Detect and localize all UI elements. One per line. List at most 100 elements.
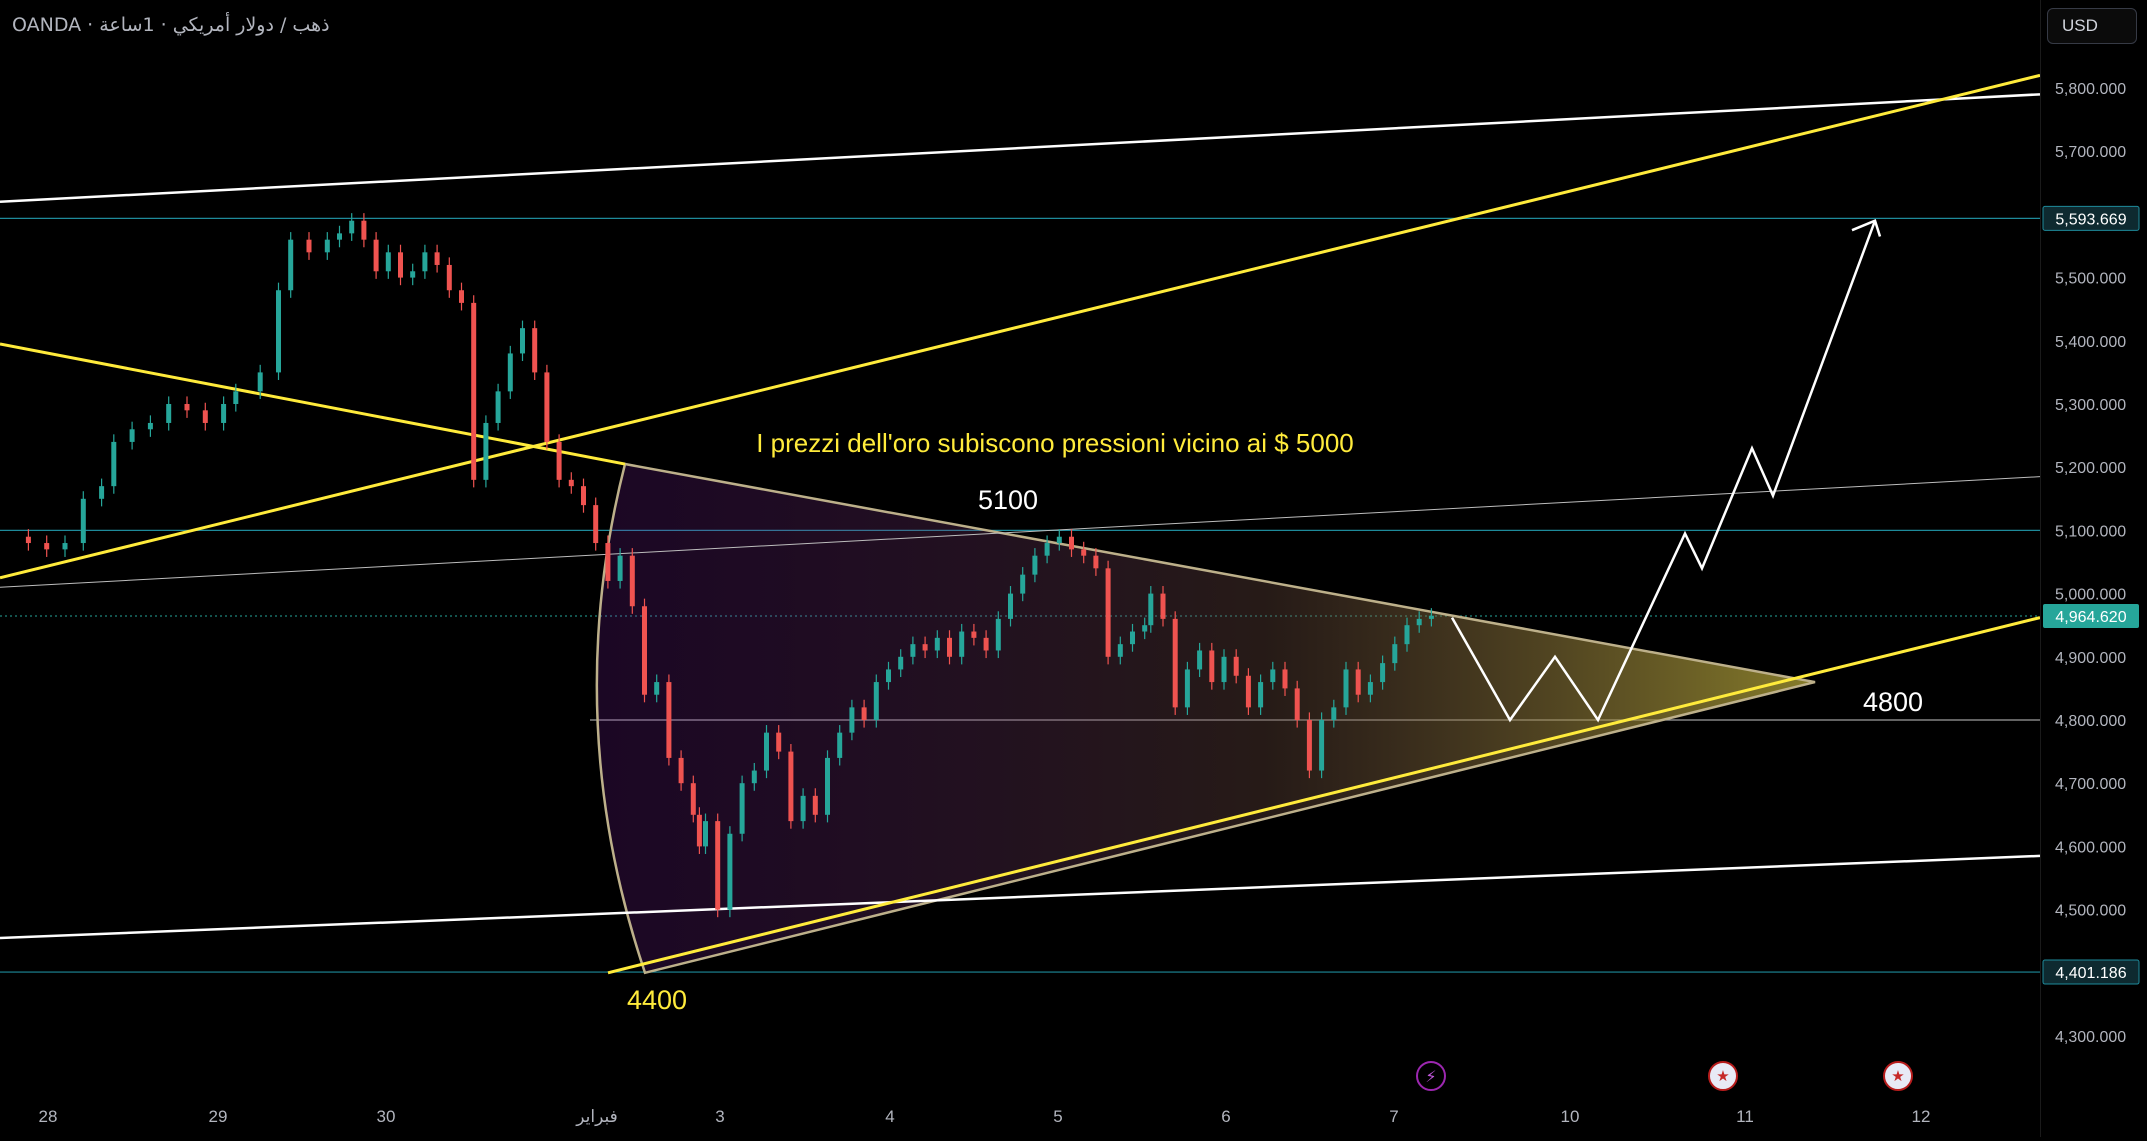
candle-body [471,302,477,480]
candle-body [849,707,855,733]
candle-body [910,644,916,657]
x-tick-label: 11 [1736,1107,1754,1126]
us-flag-event-icon[interactable]: ★ [1883,1061,1913,1091]
candle-body [1428,615,1434,619]
candle-body [703,821,708,847]
y-tick-label: 5,700.000 [2055,144,2126,161]
candle-body [800,795,806,822]
candle-body [276,290,281,373]
price-tag-label: 4,964.620 [2055,609,2126,626]
y-tick-label: 5,200.000 [2055,460,2126,477]
candle-body [1380,663,1386,683]
candle-body [324,239,330,253]
candle-body [788,751,794,822]
candle-body [1069,536,1074,550]
candle-body [1130,631,1135,645]
candle-body [1172,618,1178,708]
candle-body [349,220,355,234]
candle-body [483,422,489,480]
channel-line-upper [0,93,2041,204]
candle-body [959,631,965,657]
candle-body [166,404,172,423]
candle-body [62,543,68,550]
candle-body [361,220,367,240]
price-tag-label: 4,401.186 [2055,965,2126,982]
candle-body [678,757,684,784]
candle-body [1355,669,1361,695]
yellow-trend-line [0,73,2041,580]
candle-body [422,252,428,272]
candle-body [257,372,263,392]
level-annotation: 4800 [1863,687,1923,717]
x-tick-label: 5 [1053,1107,1062,1126]
candle-body [385,252,391,272]
candle-body [837,732,843,758]
candle-body [1184,669,1190,708]
currency-button[interactable]: USD [2047,8,2137,44]
candle-body [642,606,647,695]
x-tick-label: 29 [209,1107,228,1126]
candle-body [764,732,769,771]
y-tick-label: 4,500.000 [2055,903,2126,920]
bolt-event-icon[interactable]: ⚡ [1416,1061,1446,1091]
candle-body [1044,543,1050,556]
yellow-trend-line [0,342,626,466]
candle-body [983,637,989,651]
y-tick-label: 5,800.000 [2055,81,2126,98]
candle-body [1282,669,1288,689]
y-tick-label: 5,300.000 [2055,397,2126,414]
candle-body [1020,574,1026,594]
x-tick-label: 7 [1389,1107,1398,1126]
x-tick-label: 30 [377,1107,396,1126]
candle-body [581,486,586,506]
candle-body [690,783,696,815]
candle-body [1148,593,1154,626]
candle-body [751,770,757,784]
candle-body [1331,707,1337,720]
x-tick-label: 3 [715,1107,724,1126]
candle-body [459,290,464,303]
y-tick-label: 4,700.000 [2055,776,2126,793]
candle-body [1367,682,1373,695]
candle-body [947,637,952,657]
candle-body [1270,669,1276,683]
candle-body [995,618,1001,651]
candle-body [1233,656,1239,676]
candle-body [1197,650,1203,670]
candle-body [556,441,562,480]
candle-body [337,233,342,240]
candle-body [739,783,745,834]
candle-body [221,404,227,423]
candle-body [1117,644,1123,657]
candle-body [696,814,702,847]
candle-body [1032,555,1038,575]
candle-body [861,707,867,720]
level-annotation: 5100 [978,485,1038,515]
candle-body [898,656,904,670]
candle-body [654,682,660,695]
x-tick-label: 6 [1221,1107,1230,1126]
candle-body [825,757,830,815]
symbol-title: OANDA · ذهب / دولار أمريكي · 1ساعة [12,14,330,36]
candle-body [1294,688,1300,720]
candle-body [1142,625,1148,632]
x-tick-label: 4 [885,1107,894,1126]
candle-body [410,271,416,278]
candle-body [1209,650,1215,683]
candle-body [1306,720,1312,771]
y-tick-label: 4,800.000 [2055,713,2126,730]
y-tick-label: 5,500.000 [2055,271,2126,288]
candle-body [1093,555,1099,569]
candle-body [111,441,117,487]
candle-body [532,328,538,373]
us-flag-event-icon[interactable]: ★ [1708,1061,1738,1091]
y-tick-label: 4,600.000 [2055,839,2126,856]
y-tick-label: 4,300.000 [2055,1029,2126,1046]
candle-body [1221,656,1227,683]
candle-body [812,795,818,815]
candle-body [184,404,190,411]
candle-body [593,505,599,544]
price-tag-label: 5,593.669 [2055,211,2126,228]
